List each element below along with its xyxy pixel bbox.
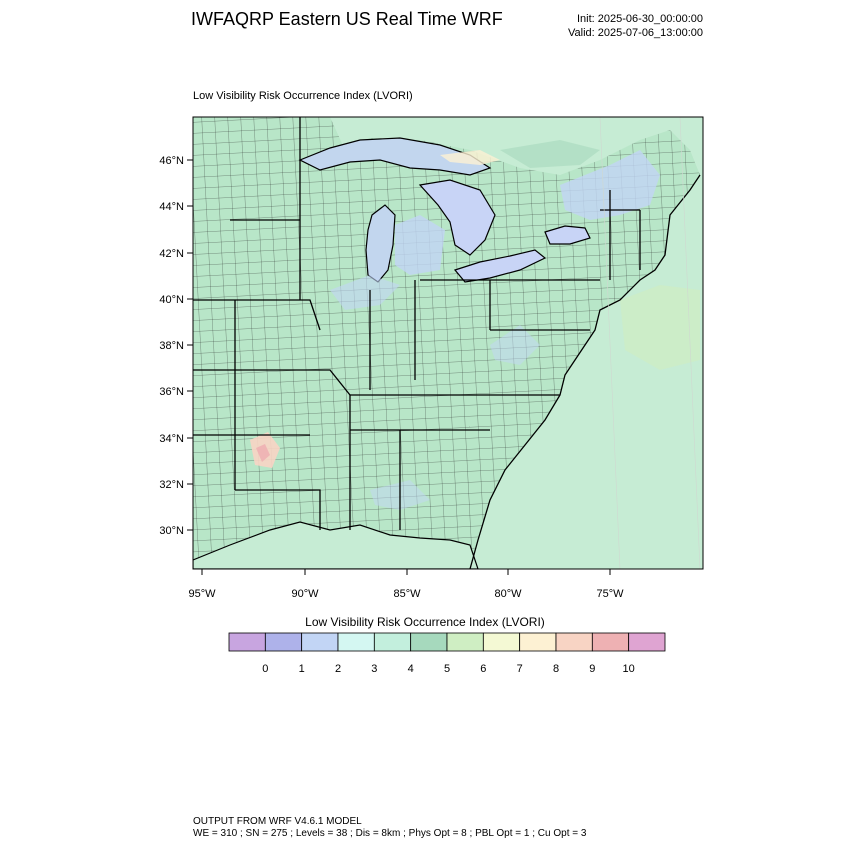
colorbar-label: 8: [553, 663, 559, 675]
lat-label: 38°N: [159, 340, 184, 352]
init-time: Init: 2025-06-30_00:00:00: [577, 13, 703, 25]
colorbar-swatch: [628, 632, 666, 652]
lon-label: 85°W: [393, 588, 421, 600]
map-frame: [192, 116, 704, 570]
map-title: Low Visibility Risk Occurrence Index (LV…: [193, 90, 413, 102]
colorbar-label: 10: [623, 663, 635, 675]
valid-time: Valid: 2025-07-06_13:00:00: [568, 27, 703, 39]
lat-axis: 46°N 44°N 42°N 40°N 38°N 36°N 34°N 32°N …: [159, 155, 193, 537]
lat-label: 42°N: [159, 248, 184, 260]
colorbar-swatch: [555, 632, 593, 652]
page-title: IWFAQRP Eastern US Real Time WRF: [191, 9, 503, 29]
colorbar-label: 7: [517, 663, 523, 675]
lake-ontario: [544, 225, 591, 245]
colorbar-swatch: [519, 632, 557, 652]
colorbar-swatch: [591, 632, 630, 652]
risk-zone-blue-va: [490, 325, 540, 365]
colorbar-label: 3: [371, 663, 377, 675]
gulf-of-mexico: [193, 521, 479, 569]
lat-label: 46°N: [159, 155, 184, 167]
colorbar-label: 1: [299, 663, 305, 675]
lat-label: 40°N: [159, 294, 184, 306]
risk-zone-green-ocean: [620, 285, 700, 370]
risk-zone-green-ontario: [500, 140, 600, 168]
risk-zone-blue-mi: [395, 215, 445, 275]
footer-model-line: OUTPUT FROM WRF V4.6.1 MODEL: [193, 816, 362, 827]
lon-label: 95°W: [188, 588, 216, 600]
colorbar-label: 9: [589, 663, 595, 675]
graticule: [599, 117, 701, 569]
lat-label: 36°N: [159, 386, 184, 398]
risk-zone-blue-north: [560, 150, 660, 220]
colorbar-swatch: [410, 632, 448, 652]
lat-label: 44°N: [159, 201, 184, 213]
lat-label: 32°N: [159, 479, 184, 491]
footer-config-line: WE = 310 ; SN = 275 ; Levels = 38 ; Dis …: [193, 828, 587, 839]
colorbar-label: 4: [408, 663, 414, 675]
colorbar-swatch: [373, 632, 412, 652]
colorbar-swatch: [482, 632, 521, 652]
colorbar: 0 1 2 3 4 5 6 7 8 9 10: [228, 632, 666, 675]
lake-michigan: [365, 204, 396, 283]
risk-zone-yellow-north: [440, 150, 500, 165]
colorbar-swatch: [301, 632, 339, 652]
lat-label: 34°N: [159, 433, 184, 445]
risk-zone-red-ar: [256, 444, 270, 462]
colorbar-swatch: [337, 632, 375, 652]
colorbar-label: 2: [335, 663, 341, 675]
lon-label: 90°W: [291, 588, 319, 600]
state-boundaries: [193, 117, 641, 530]
colorbar-swatch: [228, 632, 266, 652]
lake-erie: [453, 249, 547, 283]
colorbar-swatch: [446, 632, 484, 652]
coastline: [469, 174, 701, 569]
lon-label: 80°W: [494, 588, 522, 600]
lon-axis: 95°W 90°W 85°W 80°W 75°W: [188, 569, 624, 600]
risk-zone-blue-ohio: [330, 275, 400, 310]
colorbar-swatch: [264, 632, 303, 652]
colorbar-label: 0: [262, 663, 268, 675]
lon-label: 75°W: [596, 588, 624, 600]
colorbar-label: 5: [444, 663, 450, 675]
lake-superior: [298, 137, 492, 176]
colorbar-label: 6: [480, 663, 486, 675]
lat-label: 30°N: [159, 525, 184, 537]
lake-huron: [418, 179, 496, 256]
colorbar-title: Low Visibility Risk Occurrence Index (LV…: [305, 615, 545, 629]
